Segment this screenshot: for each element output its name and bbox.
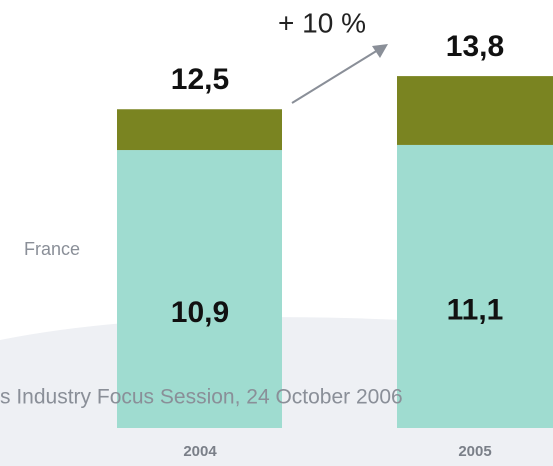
series-label: France <box>24 239 80 259</box>
segment-label: 10,9 <box>171 296 229 329</box>
arrow-head <box>372 44 388 58</box>
growth-arrow <box>291 49 379 104</box>
footer: s Industry Focus Session, 24 October 200… <box>0 386 403 409</box>
bar-segment <box>397 76 553 145</box>
bar-segment <box>397 144 553 428</box>
annotation: + 10 % <box>278 7 366 38</box>
bars <box>117 76 553 429</box>
x-tick-label: 2004 <box>183 443 217 460</box>
total-label: 12,5 <box>171 63 229 96</box>
bar-segment <box>117 150 282 429</box>
total-label: 13,8 <box>446 30 504 63</box>
x-tick-label: 2005 <box>458 443 491 460</box>
segment-label: 11,1 <box>447 293 504 326</box>
bar-segment <box>117 109 282 151</box>
